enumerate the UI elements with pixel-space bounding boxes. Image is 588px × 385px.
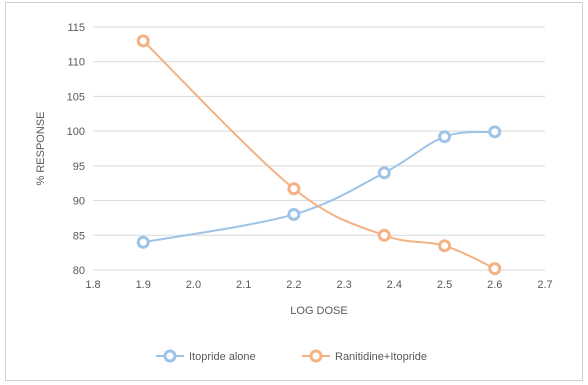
data-point-ranitidine-itopride (488, 262, 502, 276)
chart-frame: 80 85 90 95 100 105 110 115 1.8 1.9 2.0 2.1 2.2 2.3 2… (5, 2, 583, 381)
x-tick-label: 2.3 (336, 279, 351, 291)
y-tick-label: 95 (73, 161, 85, 173)
y-tick-label: 80 (73, 265, 85, 277)
data-point-itopride-alone (438, 130, 452, 144)
legend-label-itopride-alone: Itopride alone (189, 351, 256, 363)
series-line-itopride-alone (143, 130, 495, 244)
x-tick-label: 1.8 (85, 279, 100, 291)
data-point-itopride-alone (287, 207, 301, 221)
data-point-ranitidine-itopride (377, 228, 391, 242)
data-point-itopride-alone (488, 125, 502, 139)
legend-marker-ranitidine-itopride (309, 349, 323, 363)
y-tick-label: 100 (67, 126, 85, 138)
line-chart: 80 85 90 95 100 105 110 115 1.8 1.9 2.0 2.1 2.2 2.3 2… (35, 22, 553, 363)
data-point-ranitidine-itopride (438, 239, 452, 253)
legend-marker-itopride-alone (163, 349, 177, 363)
y-tick-label: 85 (73, 230, 85, 242)
x-tick-label: 2.4 (387, 279, 402, 291)
y-tick-labels: 80 85 90 95 100 105 110 115 (67, 22, 85, 277)
x-tick-label: 2.1 (236, 279, 251, 291)
x-tick-label: 2.2 (286, 279, 301, 291)
legend: Itopride alone Ranitidine+Itopride (156, 349, 427, 363)
data-point-itopride-alone (136, 235, 150, 249)
x-tick-labels: 1.8 1.9 2.0 2.1 2.2 2.3 2.4 2.5 2.6 2.7 (85, 279, 552, 291)
x-tick-label: 2.0 (186, 279, 201, 291)
x-axis-title: LOG DOSE (290, 305, 347, 317)
y-tick-label: 105 (67, 91, 85, 103)
y-tick-label: 115 (67, 22, 85, 34)
y-tick-label: 110 (67, 57, 85, 69)
data-point-ranitidine-itopride (287, 182, 301, 196)
y-axis-title: % RESPONSE (35, 112, 47, 186)
x-tick-label: 1.9 (136, 279, 151, 291)
y-tick-label: 90 (73, 196, 85, 208)
x-tick-label: 2.7 (537, 279, 552, 291)
x-tick-label: 2.6 (487, 279, 502, 291)
series-group (136, 34, 502, 276)
gridlines (93, 26, 545, 271)
x-tick-label: 2.5 (437, 279, 452, 291)
data-point-ranitidine-itopride (136, 34, 150, 48)
data-point-itopride-alone (377, 166, 391, 180)
legend-label-ranitidine-itopride: Ranitidine+Itopride (335, 351, 427, 363)
